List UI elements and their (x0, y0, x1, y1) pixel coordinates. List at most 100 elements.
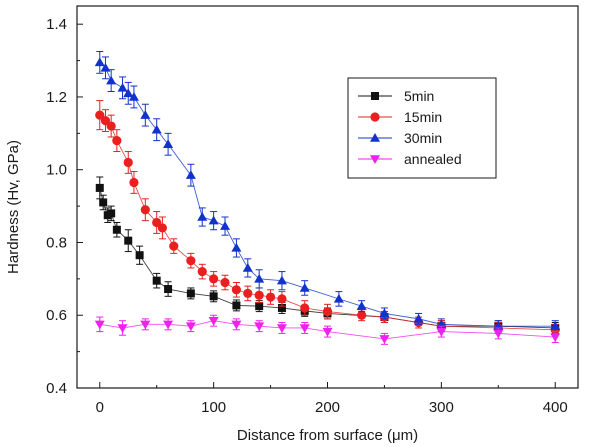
marker-circle (140, 205, 150, 215)
marker-circle (322, 307, 333, 317)
marker-circle (243, 288, 253, 299)
legend-label: 5min (404, 88, 434, 104)
marker-triangle-up (379, 308, 390, 318)
marker-triangle-down (208, 316, 219, 326)
plot-marks (94, 50, 561, 345)
marker-triangle-up (333, 293, 344, 303)
marker-square (107, 209, 116, 218)
marker-triangle-down (379, 335, 390, 344)
x-tick-label: 300 (429, 399, 454, 416)
marker-triangle-up (185, 170, 196, 179)
marker-circle (197, 266, 207, 277)
marker-triangle-up (276, 275, 287, 285)
marker-triangle-up (163, 139, 174, 148)
y-tick-label: 1.4 (46, 16, 67, 33)
marker-triangle-up (299, 282, 310, 292)
marker-circle (186, 256, 196, 266)
marker-circle (209, 274, 219, 284)
y-tick-label: 1.2 (46, 89, 67, 106)
y-tick-label: 0.8 (46, 234, 67, 251)
marker-triangle-down (322, 327, 333, 337)
marker-triangle-down (370, 155, 380, 164)
marker-square (152, 276, 161, 285)
marker-triangle-down (94, 320, 105, 330)
marker-circle (254, 290, 264, 300)
marker-circle (106, 121, 116, 131)
marker-circle (129, 177, 139, 188)
series-annealed (94, 314, 561, 345)
marker-triangle-up (231, 242, 242, 252)
marker-square (124, 236, 133, 245)
marker-triangle-down (117, 324, 128, 333)
marker-circle (300, 303, 310, 313)
series-30min (94, 50, 561, 333)
marker-triangle-up (140, 110, 151, 119)
marker-triangle-down (163, 320, 174, 330)
marker-triangle-up (413, 313, 424, 323)
series-15min (95, 100, 560, 336)
marker-triangle-down (436, 327, 447, 337)
marker-triangle-down (550, 333, 561, 343)
x-tick-label: 400 (543, 399, 568, 416)
marker-triangle-up (106, 75, 117, 85)
marker-triangle-up (128, 91, 139, 101)
legend: 5min 15min 30min annealed (347, 77, 497, 179)
marker-triangle-up (242, 262, 253, 272)
marker-circle (157, 223, 167, 233)
marker-square (112, 225, 121, 234)
marker-triangle-up (356, 301, 367, 310)
y-tick-label: 0.4 (46, 380, 67, 397)
marker-square (95, 183, 104, 192)
y-axis-label: Hardness (Hv, GPa) (5, 140, 22, 274)
marker-circle (265, 292, 276, 302)
x-tick-label: 100 (201, 399, 226, 416)
marker-triangle-down (185, 322, 196, 332)
marker-triangle-up (550, 321, 561, 330)
marker-triangle-down (276, 324, 287, 333)
marker-circle (370, 112, 380, 122)
marker-square (255, 302, 264, 311)
marker-square (164, 285, 173, 294)
marker-circle (220, 277, 230, 288)
legend-label: 15min (404, 109, 442, 125)
marker-triangle-up (208, 215, 219, 225)
legend-label: annealed (404, 151, 462, 167)
marker-triangle-up (94, 57, 105, 67)
marker-circle (112, 136, 122, 146)
marker-square (186, 289, 195, 298)
axes: 0 100 200 300 400 0.4 0.6 0.8 1.0 1.2 1.4 (46, 16, 568, 416)
marker-triangle-up (123, 88, 134, 98)
marker-triangle-down (140, 320, 151, 330)
marker-square (99, 198, 108, 207)
marker-triangle-up (117, 82, 128, 92)
marker-circle (100, 116, 111, 126)
y-tick-label: 1.0 (46, 162, 67, 179)
marker-triangle-up (254, 273, 265, 283)
marker-triangle-up (151, 124, 162, 134)
marker-square (209, 292, 218, 301)
legend-label: 30min (404, 130, 442, 146)
marker-triangle-up (370, 133, 380, 142)
marker-circle (95, 110, 105, 120)
marker-square (232, 301, 241, 310)
marker-triangle-down (231, 320, 242, 330)
marker-circle (152, 217, 162, 228)
x-axis-label: Distance from surface (μm) (237, 427, 418, 444)
marker-triangle-down (299, 324, 310, 333)
marker-circle (277, 294, 287, 304)
marker-square (371, 92, 379, 100)
x-tick-label: 200 (315, 399, 340, 416)
marker-circle (357, 310, 367, 320)
marker-circle (231, 285, 242, 295)
marker-triangle-down (254, 322, 265, 332)
marker-circle (169, 241, 179, 251)
x-tick-label: 0 (96, 399, 104, 416)
marker-triangle-up (220, 221, 231, 230)
marker-square (135, 251, 144, 260)
marker-square (277, 303, 286, 312)
marker-circle (123, 157, 133, 168)
marker-triangle-down (493, 329, 504, 339)
y-tick-label: 0.6 (46, 307, 67, 324)
